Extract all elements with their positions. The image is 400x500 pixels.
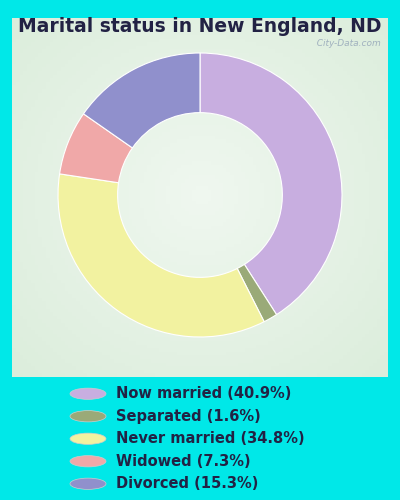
Text: City-Data.com: City-Data.com [311, 39, 380, 48]
Circle shape [70, 433, 106, 444]
Text: Divorced (15.3%): Divorced (15.3%) [116, 476, 258, 491]
Wedge shape [237, 264, 276, 322]
Text: Never married (34.8%): Never married (34.8%) [116, 431, 305, 446]
Wedge shape [84, 53, 200, 148]
Wedge shape [60, 114, 132, 182]
Circle shape [70, 410, 106, 422]
Wedge shape [58, 174, 264, 337]
Text: Widowed (7.3%): Widowed (7.3%) [116, 454, 251, 469]
Text: Now married (40.9%): Now married (40.9%) [116, 386, 291, 401]
Text: Marital status in New England, ND: Marital status in New England, ND [18, 18, 382, 36]
Wedge shape [200, 53, 342, 314]
Circle shape [70, 388, 106, 400]
Text: Separated (1.6%): Separated (1.6%) [116, 409, 261, 424]
Circle shape [70, 478, 106, 490]
Circle shape [70, 456, 106, 467]
